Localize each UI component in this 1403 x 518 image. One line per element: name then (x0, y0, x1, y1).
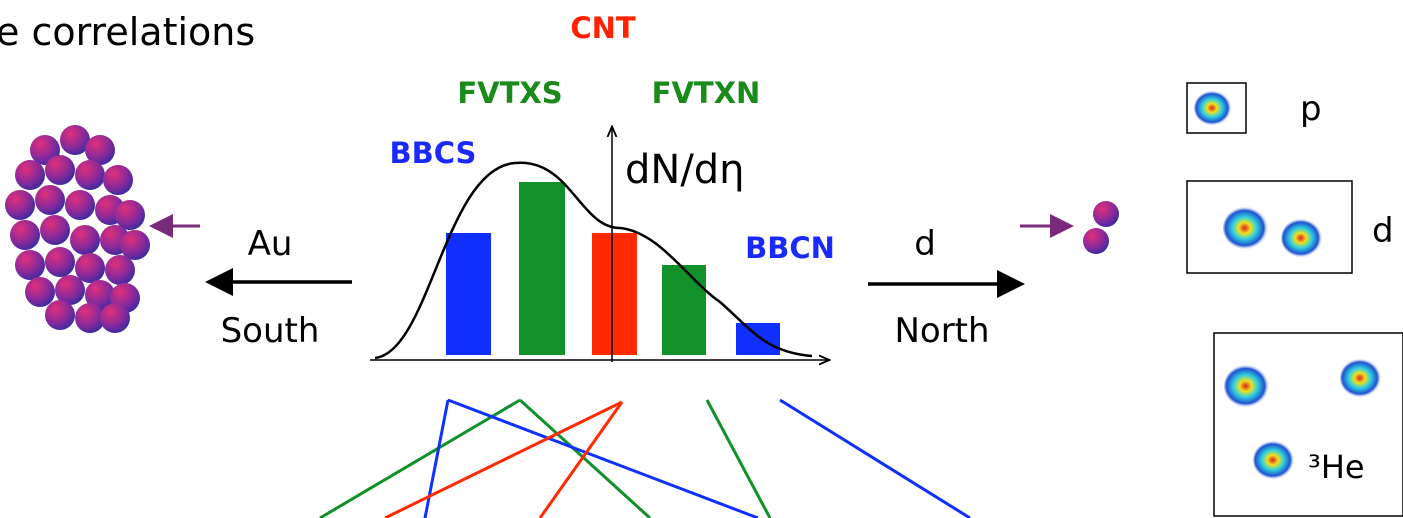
nucleon (10, 220, 40, 250)
detector-label: BBCN (745, 231, 835, 265)
nucleon (103, 165, 133, 195)
blob (1253, 440, 1297, 480)
blob (1194, 90, 1234, 126)
nucleon (35, 185, 65, 215)
detector-label: FVTXS (457, 76, 562, 110)
detector-label: CNT (570, 11, 636, 45)
blob (1340, 358, 1384, 398)
nucleon (115, 200, 145, 230)
axis-label: dN/dη (625, 147, 745, 193)
deuteron (1083, 201, 1119, 254)
beam-species: Au (248, 224, 293, 264)
beam-direction: North (894, 311, 989, 351)
nucleon (15, 250, 45, 280)
image-frame (1214, 333, 1403, 516)
beam-species: d (914, 224, 936, 264)
blob (1224, 364, 1272, 408)
nucleon (5, 190, 35, 220)
title: e correlations (0, 10, 255, 54)
nucleon (15, 160, 45, 190)
projectile-label: ³He (1308, 448, 1365, 486)
nucleon (65, 190, 95, 220)
nucleon (70, 225, 100, 255)
nucleon (45, 300, 75, 330)
nucleon (45, 247, 75, 277)
blob (1281, 218, 1325, 258)
detector-label: BBCS (390, 136, 477, 170)
au-nucleus (5, 125, 150, 333)
nucleon (75, 160, 105, 190)
projectile-label: d (1372, 211, 1394, 251)
correlation-lines (320, 400, 970, 518)
nucleon (100, 303, 130, 333)
projectile-label: p (1300, 89, 1322, 129)
nucleon (40, 215, 70, 245)
nucleon (25, 277, 55, 307)
slide: e correlations CNT FVTXS FVTXN BBCS BBCN… (0, 0, 1403, 518)
detector-label: FVTXN (652, 76, 761, 110)
beam-direction: South (221, 311, 320, 351)
nucleon (105, 255, 135, 285)
schematic-bars (446, 182, 780, 355)
nucleon (45, 155, 75, 185)
nucleon (120, 230, 150, 260)
blob (1223, 206, 1271, 250)
